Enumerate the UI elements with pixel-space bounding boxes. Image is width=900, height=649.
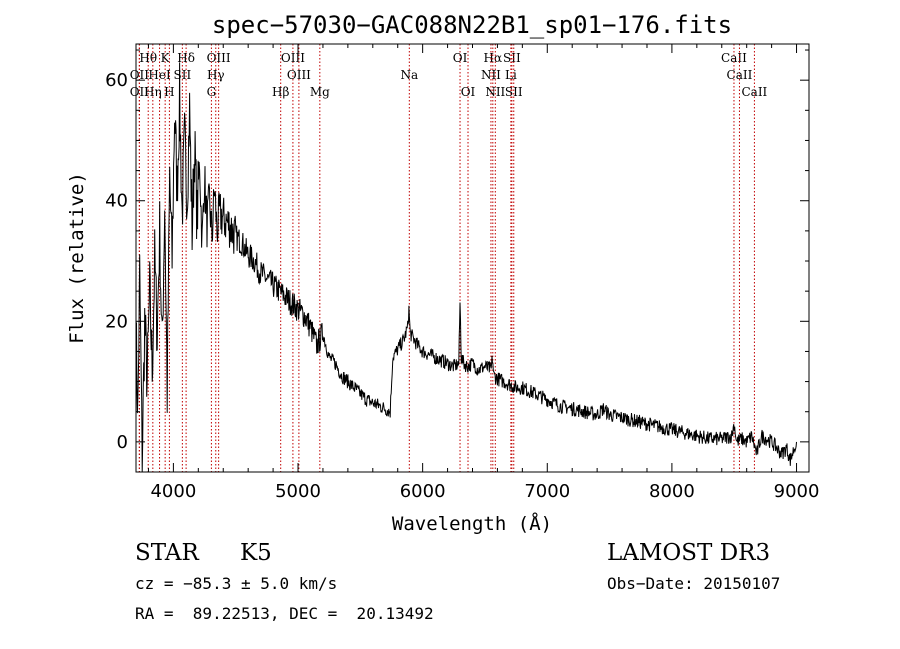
x-tick-label: 6000	[400, 481, 446, 502]
chart-title: spec−57030−GAC088N22B1_sp01−176.fits	[212, 11, 732, 39]
axis-ticks: 4000 5000 6000 7000 8000 9000 0 20 40 60	[105, 44, 819, 502]
redshift-cz: cz = −85.3 ± 5.0 km/s	[135, 574, 338, 593]
line-marker-label: Hβ	[272, 85, 289, 99]
object-subclass: K5	[240, 540, 272, 566]
line-marker-label: OIII	[207, 51, 231, 65]
line-marker-label: Na	[400, 68, 418, 82]
line-marker-label: G	[207, 85, 217, 99]
y-tick-label: 0	[117, 432, 128, 453]
x-tick-label: 8000	[649, 481, 695, 502]
x-tick-label: 7000	[524, 481, 570, 502]
plot-frame	[135, 43, 810, 473]
line-marker-label: SII	[174, 68, 192, 82]
line-marker-label: SII	[505, 85, 523, 99]
line-marker-label: Hδ	[177, 51, 195, 65]
line-marker-label: SII	[503, 51, 521, 65]
line-marker-label: Mg	[310, 85, 330, 99]
y-tick-label: 40	[105, 191, 128, 212]
observation-date: Obs−Date: 20150107	[607, 574, 781, 593]
line-marker-label: OIII	[281, 51, 305, 65]
coordinates: RA = 89.22513, DEC = 20.13492	[135, 604, 434, 623]
line-marker-label: HeI	[148, 68, 171, 82]
x-tick-label: 9000	[774, 481, 820, 502]
line-marker-label: CaII	[727, 68, 753, 82]
x-tick-label: 5000	[275, 481, 321, 502]
object-class: STAR	[135, 540, 199, 566]
line-marker-label: Hγ	[207, 68, 225, 82]
line-marker-label: OI	[453, 51, 468, 65]
flux-series-line	[135, 62, 797, 473]
line-marker-label: K	[161, 51, 171, 65]
line-marker-label: CaII	[741, 85, 767, 99]
line-marker-label: NII	[485, 85, 505, 99]
line-marker-label: Hα	[484, 51, 503, 65]
line-marker-label: H	[164, 85, 174, 99]
survey-name: LAMOST DR3	[607, 540, 771, 566]
line-marker-label: NII	[481, 68, 501, 82]
line-marker-label: CaII	[721, 51, 747, 65]
x-tick-label: 4000	[150, 481, 196, 502]
y-tick-label: 20	[105, 311, 128, 332]
plot-area	[135, 62, 797, 473]
line-marker-label: Hη	[144, 85, 162, 99]
line-marker-label: Hθ	[139, 51, 157, 65]
line-marker-label: OIII	[287, 68, 311, 82]
line-marker-label: OII	[130, 85, 150, 99]
line-marker-label: OII	[130, 68, 150, 82]
line-marker-label: Li	[505, 68, 517, 82]
y-axis-label: Flux (relative)	[66, 172, 88, 344]
x-axis-label: Wavelength (Å)	[392, 512, 552, 535]
y-tick-label: 60	[105, 70, 128, 91]
line-marker-label: OI	[461, 85, 476, 99]
